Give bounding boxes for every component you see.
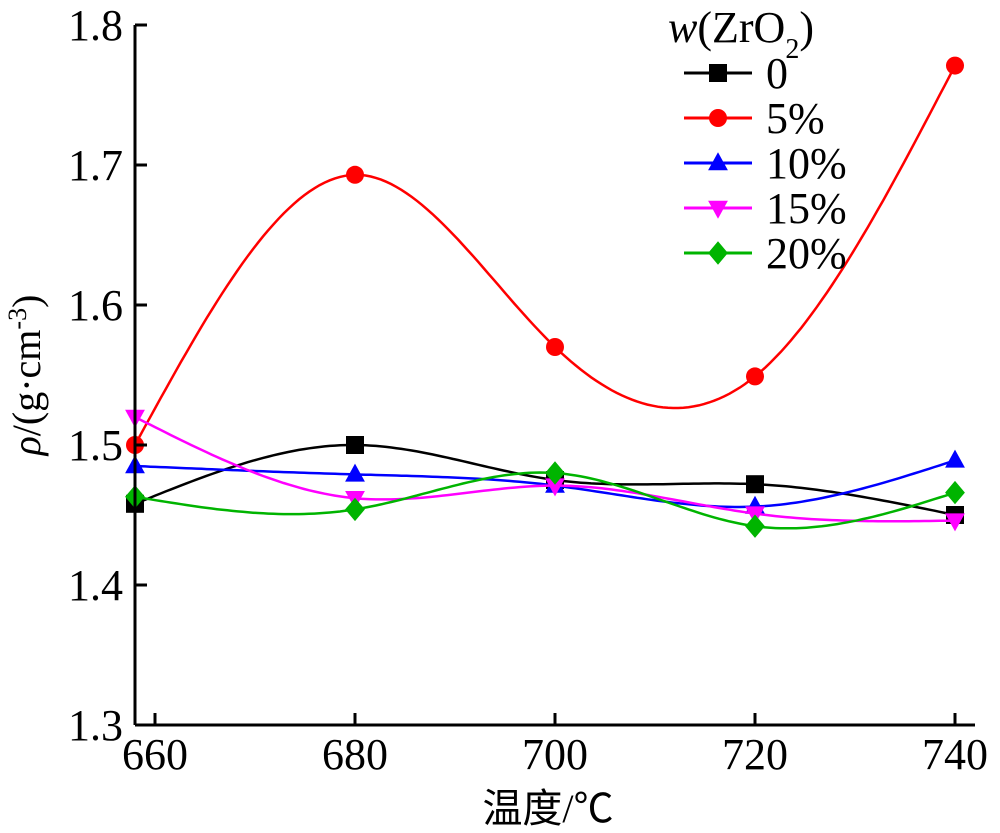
legend-item: 20%	[684, 229, 847, 278]
data-point	[945, 513, 965, 532]
legend-swatch-marker	[708, 241, 728, 265]
data-point	[346, 165, 364, 184]
x-tick-label: 720	[722, 730, 788, 779]
y-axis-title-symbol: ρ	[4, 436, 49, 457]
series-1	[126, 56, 964, 454]
legend-items: 05%10%15%20%	[684, 49, 847, 278]
x-axis-title: 温度/℃	[482, 786, 613, 831]
data-point	[746, 367, 764, 386]
y-tick-label: 1.5	[68, 421, 123, 470]
legend-label: 10%	[766, 139, 847, 188]
data-point	[346, 436, 364, 454]
y-tick-label: 1.7	[68, 141, 123, 190]
data-point	[546, 338, 564, 356]
legend-swatch-marker	[708, 152, 728, 171]
legend-label: 0	[766, 49, 788, 98]
series-4	[125, 461, 965, 538]
y-axis-title: ρ/(g·cm-3)	[3, 295, 50, 458]
legend-item: 15%	[684, 184, 847, 233]
data-point	[745, 514, 765, 538]
legend-swatch-marker	[709, 109, 727, 127]
x-tick-label: 660	[122, 730, 188, 779]
y-tick-label: 1.8	[68, 1, 123, 50]
y-tick-label: 1.6	[68, 281, 123, 330]
legend-label: 20%	[766, 229, 847, 278]
y-tick-label: 1.4	[68, 561, 123, 610]
legend-item: 0	[684, 49, 788, 98]
legend-label: 15%	[766, 184, 847, 233]
series-line	[134, 415, 956, 523]
legend-swatch-marker	[708, 200, 728, 219]
series-layer	[125, 56, 965, 538]
data-point	[945, 449, 965, 468]
y-axis-title-close: )	[4, 295, 49, 308]
data-point	[746, 475, 764, 494]
data-point	[545, 461, 565, 485]
legend-title-compound: (ZrO	[697, 3, 785, 52]
legend-label: 5%	[766, 94, 825, 143]
series-line	[134, 471, 956, 530]
legend-swatch-marker	[709, 64, 727, 82]
axes: 1.3 1.4 1.5 1.6 1.7 1.8 660 680 700 720 740	[68, 1, 988, 779]
legend-title-close: )	[799, 3, 814, 52]
data-point	[946, 56, 964, 75]
x-tick-label: 700	[522, 730, 588, 779]
legend-item: 10%	[684, 139, 847, 188]
y-axis-title-unit: /(g·cm	[4, 330, 49, 437]
series-line	[134, 443, 956, 517]
data-point	[945, 480, 965, 505]
x-tick-label: 680	[322, 730, 388, 779]
series-0	[126, 436, 964, 524]
y-tick-label: 1.3	[68, 701, 123, 750]
data-point	[345, 463, 365, 482]
data-point	[345, 497, 365, 522]
legend: w(ZrO2) 05%10%15%20%	[668, 3, 847, 278]
legend-title-subscript: 2	[785, 34, 799, 65]
legend-item: 5%	[684, 94, 825, 143]
y-axis-title-exponent: -3	[3, 308, 32, 330]
series-2	[125, 449, 965, 514]
series-line	[134, 459, 956, 509]
x-tick-label: 740	[922, 730, 988, 779]
legend-title-variable: w	[668, 3, 698, 52]
data-point	[545, 478, 565, 497]
series-line	[133, 65, 957, 446]
legend-title: w(ZrO2)	[668, 3, 814, 65]
